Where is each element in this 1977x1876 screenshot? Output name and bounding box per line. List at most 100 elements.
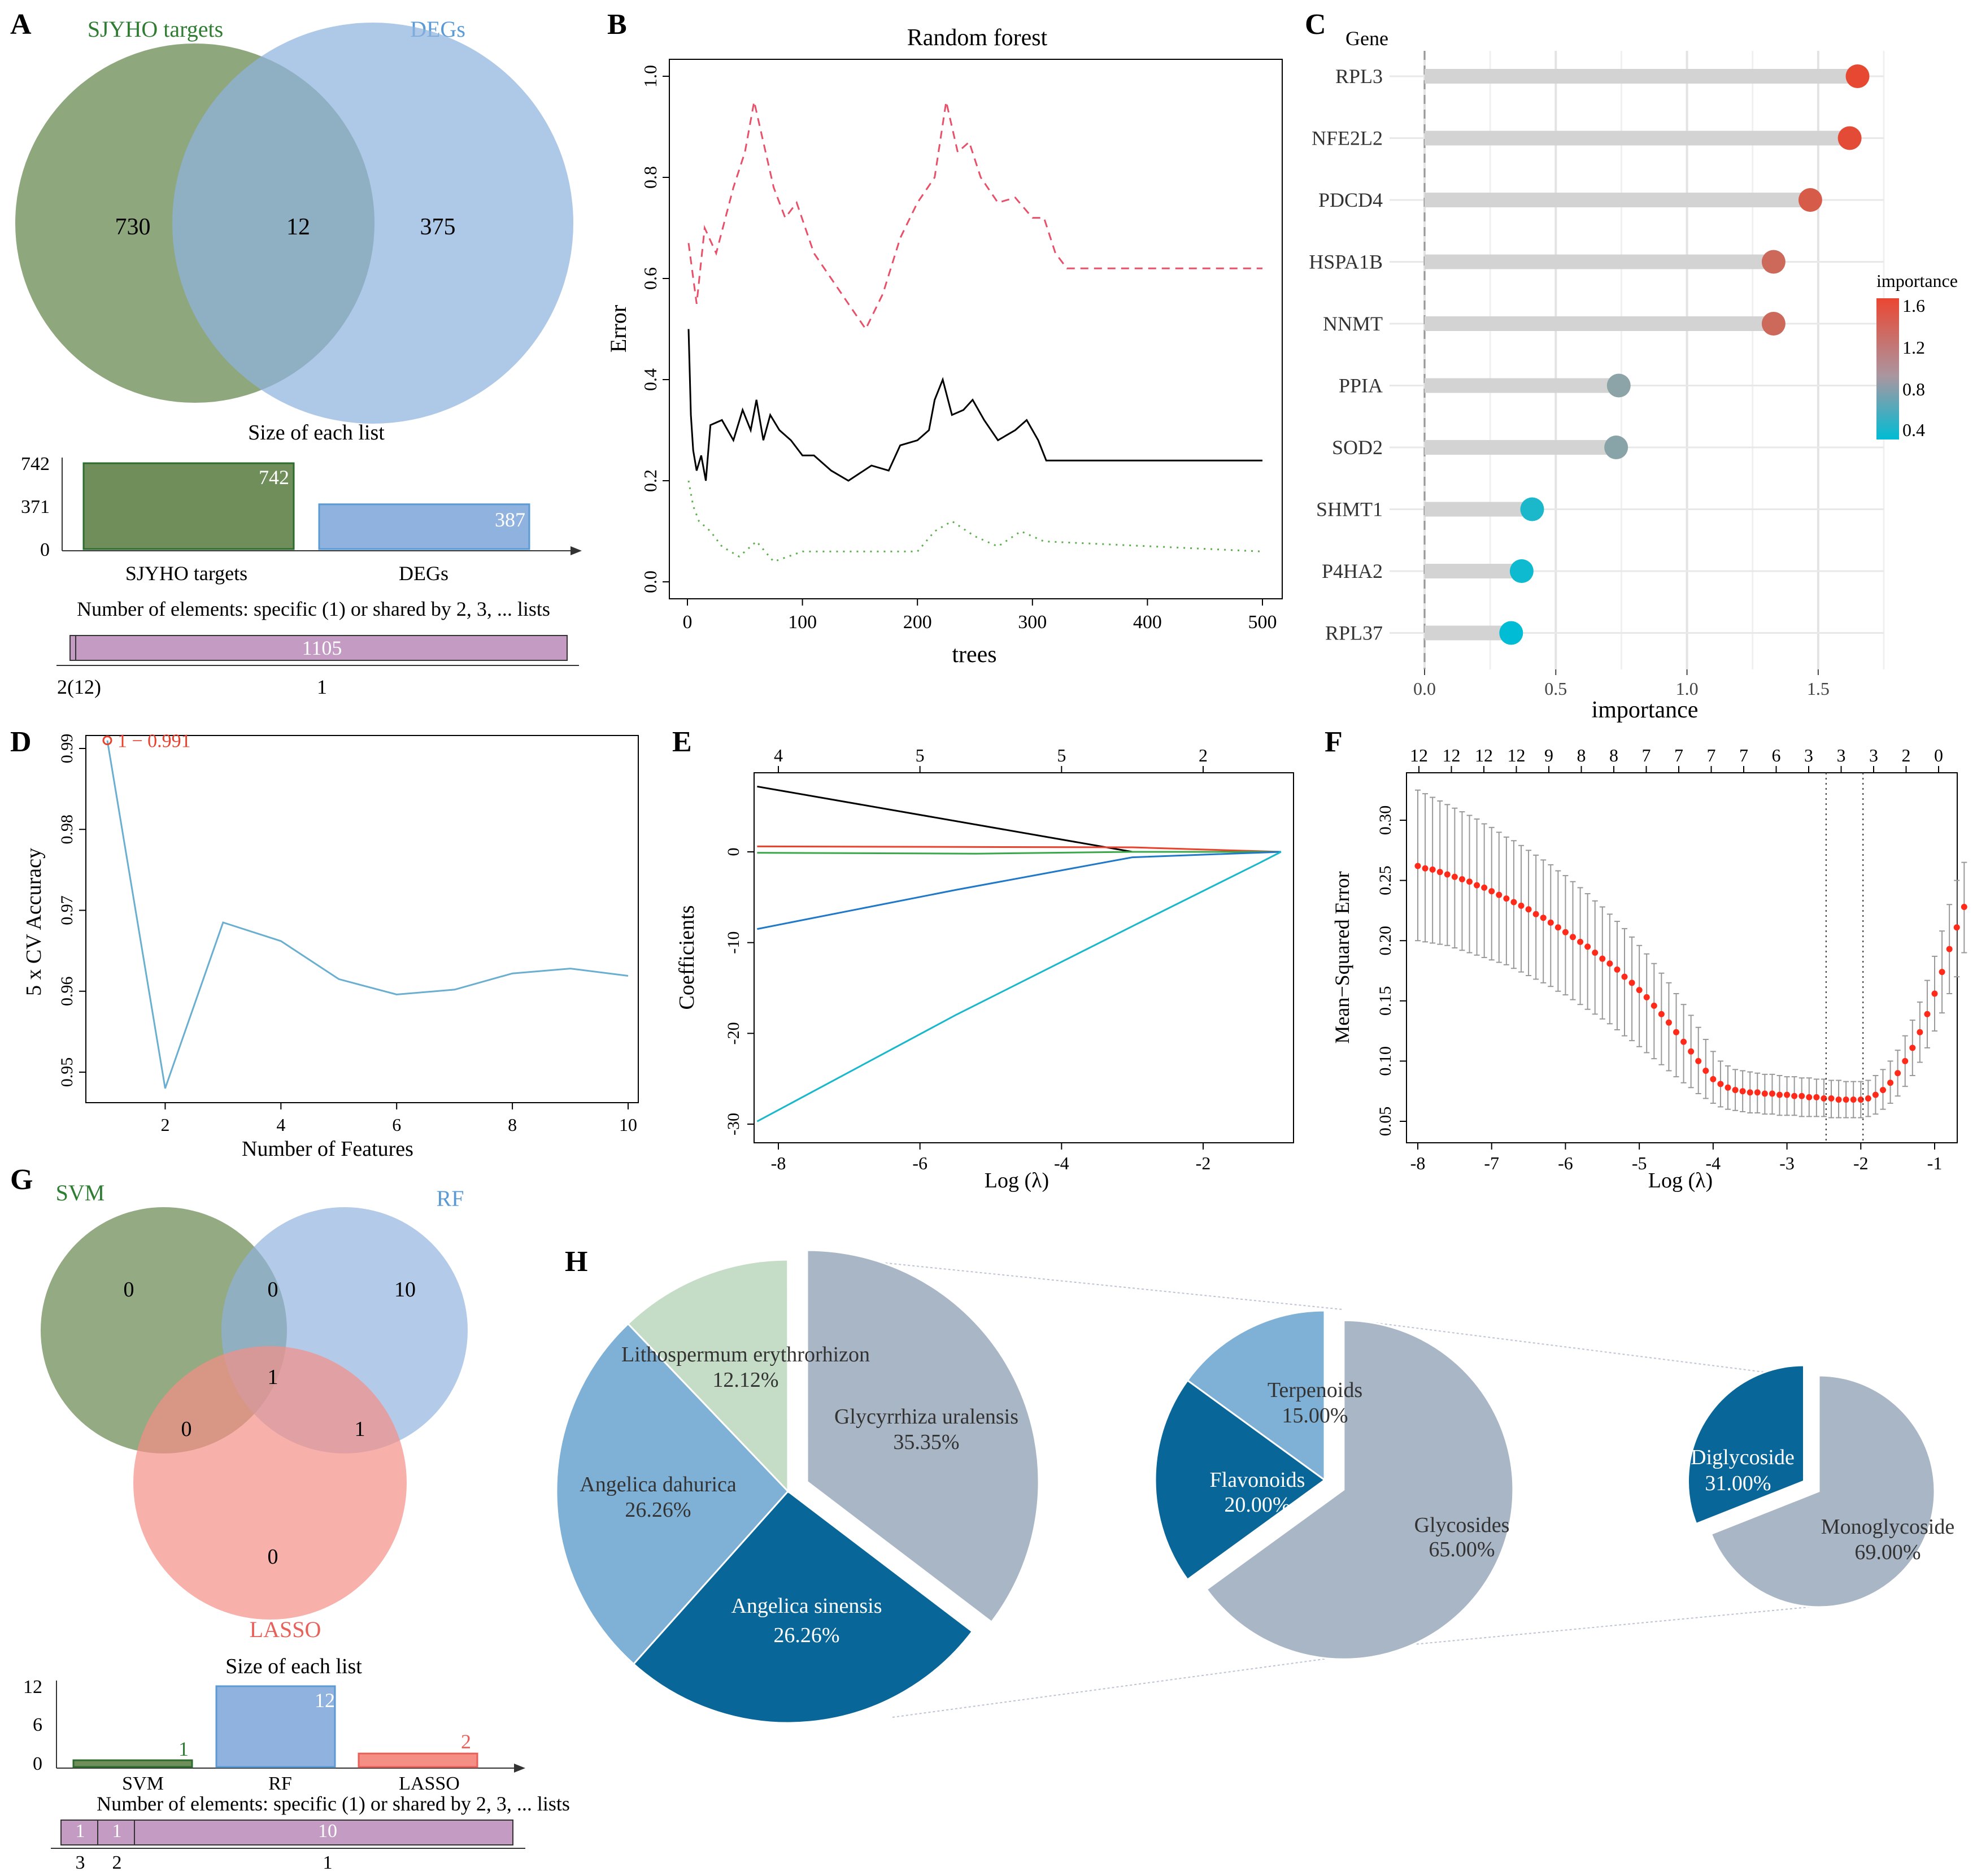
lollipop-gene-label: NNMT — [1323, 312, 1383, 335]
size-a-tick-top: 742 — [21, 454, 50, 475]
cv-mse-point — [1628, 980, 1635, 986]
svm-xtick-label: 2 — [160, 1115, 169, 1135]
legend-tick-16: 1.6 — [1902, 295, 1925, 316]
rf-ytick-label: 0.4 — [640, 368, 660, 391]
lasso-path-xtick-label: -2 — [1196, 1153, 1211, 1173]
elements-g-plot — [51, 1820, 525, 1849]
pie1-slice — [632, 1490, 974, 1724]
elements-g-bar — [97, 1820, 135, 1845]
cv-mse-point — [1570, 934, 1576, 941]
cv-mse-point — [1540, 915, 1547, 921]
lasso-cv-frame — [1406, 772, 1958, 1143]
size-g-tick-top: 12 — [23, 1677, 42, 1697]
cv-mse-point — [1725, 1084, 1731, 1091]
lollipop-dot — [1509, 559, 1534, 583]
lollipop-dot — [1604, 436, 1628, 459]
size-g-bar — [72, 1759, 193, 1768]
size-g-cat-3: LASSO — [399, 1773, 460, 1794]
cv-mse-point — [1821, 1095, 1827, 1102]
pie2-glycosides-pct: 65.00% — [1429, 1538, 1495, 1561]
lollipop-gene-title: Gene — [1345, 27, 1388, 50]
elements-a-tick-shared: 2(12) — [57, 676, 101, 698]
elements-g-label-3: 10 — [318, 1821, 337, 1842]
rf-ytick-label: 0.2 — [640, 469, 660, 492]
cv-mse-point — [1444, 871, 1451, 878]
cv-mse-point — [1835, 1096, 1842, 1103]
lasso-path-xtick-label: -6 — [912, 1153, 927, 1173]
svm-best-point — [102, 735, 112, 746]
venn-a-right-count: 375 — [420, 214, 456, 240]
cv-mse-point — [1606, 960, 1613, 967]
cv-xtick-label: -5 — [1632, 1153, 1647, 1173]
cv-mse-point — [1651, 1002, 1657, 1009]
cv-mse-point — [1872, 1091, 1879, 1098]
size-a-bar — [318, 503, 530, 550]
panel-d: 1 − 0.991 2 4 6 8 10 0.95 0.96 0.97 0.98 0.99 Numb… — [22, 731, 639, 1161]
cv-mse-point — [1577, 938, 1584, 945]
size-a-label-1: 742 — [259, 466, 289, 489]
legend-colorbar — [1876, 298, 1899, 439]
lasso-path-xlabel: Log (λ) — [985, 1169, 1049, 1192]
lasso-cv-ylabel: Mean−Squared Error — [1331, 871, 1353, 1043]
rf-ytick-label: 1.0 — [640, 65, 660, 88]
cv-mse-point — [1532, 911, 1539, 917]
cv-ytick-label: 0.25 — [1376, 865, 1395, 895]
cv-mse-point — [1451, 873, 1458, 880]
lollipop-gene-label: NFE2L2 — [1312, 127, 1383, 150]
lasso-path-ytick-label: -10 — [724, 932, 743, 954]
size-a-cat-1: SJYHO targets — [125, 562, 247, 585]
panel-label-d: D — [10, 726, 32, 758]
lollipop-dot — [1798, 188, 1822, 212]
venn-g-svm-rf: 0 — [268, 1278, 278, 1302]
cv-ytick-label: 0.10 — [1376, 1046, 1395, 1076]
cv-mse-point — [1895, 1070, 1901, 1077]
lasso-path-black — [757, 785, 1281, 853]
legend-tick-04: 0.4 — [1902, 420, 1925, 440]
venn-a-circle-degs — [172, 23, 573, 424]
lollipop-gene-label: PPIA — [1339, 375, 1383, 397]
cv-mse-point — [1961, 904, 1967, 911]
rf-series-dashed — [687, 101, 1262, 331]
venn-g-all: 1 — [268, 1365, 278, 1389]
cv-mse-point — [1776, 1091, 1783, 1098]
lollipop-xtick-label: 0.0 — [1413, 678, 1436, 699]
svm-xtick-label: 8 — [508, 1115, 517, 1135]
lasso-path-frame — [754, 772, 1294, 1143]
pie1-slice — [555, 1322, 790, 1665]
size-g-title: Size of each list — [225, 1655, 362, 1678]
pie1-dahurica-name: Angelica dahurica — [580, 1473, 737, 1496]
panel-g: SVM RF LASSO 0 0 10 1 0 1 0 Size of each… — [23, 1180, 570, 1873]
elements-a-bar-shared — [69, 635, 76, 661]
cv-xtick-label: -2 — [1853, 1153, 1869, 1173]
cv-mse-point — [1547, 919, 1554, 926]
lollipop-gene-label: HSPA1B — [1309, 251, 1383, 273]
cv-mse-point — [1688, 1048, 1695, 1055]
size-g-label-1: 1 — [178, 1738, 189, 1760]
cv-toptick-label: 3 — [1804, 745, 1813, 765]
cv-mse-point — [1481, 884, 1488, 891]
rf-xlabel: trees — [952, 642, 996, 668]
pie2-glycosides-name: Glycosides — [1414, 1513, 1510, 1537]
cv-xtick-label: -7 — [1484, 1153, 1499, 1173]
cv-mse-point — [1799, 1092, 1805, 1099]
svm-ytick-label: 0.95 — [58, 1057, 76, 1087]
elements-g-bar — [60, 1820, 98, 1845]
svm-xtick-label: 10 — [619, 1115, 637, 1135]
cv-mse-point — [1510, 899, 1517, 906]
panel-a: SJYHO targets DEGs 730 12 375 Size of ea… — [15, 16, 582, 698]
cv-mse-point — [1806, 1094, 1813, 1100]
lasso-cv-xlabel: Log (λ) — [1648, 1169, 1713, 1192]
pie3-diglycoside-pct: 31.00% — [1705, 1472, 1771, 1495]
cv-toptick-label: 12 — [1443, 745, 1461, 765]
elements-g-title: Number of elements: specific (1) or shar… — [97, 1792, 570, 1815]
panel-c: Gene RPL3 NFE2L2 PDCD4 HSPA1B NNMT PPIA SOD2 SH… — [1309, 27, 1958, 723]
rf-xtick-label: 200 — [903, 612, 932, 633]
lasso-path-plot-area: -8 -6 -4 -20-10-20-304 5 5 2 — [724, 745, 1282, 1173]
size-g-label-3: 2 — [461, 1730, 471, 1753]
size-a-bar — [82, 462, 295, 550]
venn-a-set1-label: SJYHO targets — [88, 16, 223, 42]
panel-label-h: H — [565, 1246, 587, 1278]
cv-mse-point — [1813, 1094, 1820, 1100]
svm-plot-area: 1 − 0.991 2 4 6 8 10 0.95 0.96 0.97 0.98 0.99 — [58, 731, 637, 1135]
